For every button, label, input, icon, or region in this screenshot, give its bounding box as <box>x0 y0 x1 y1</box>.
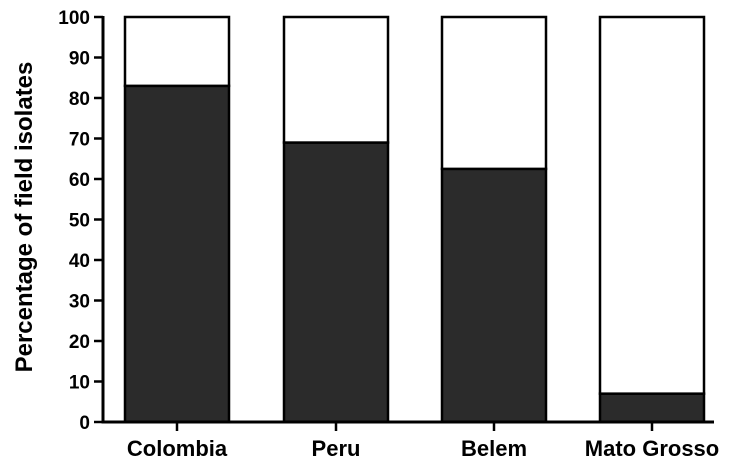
y-tick-label: 100 <box>58 8 90 29</box>
y-tick-label: 60 <box>69 170 90 191</box>
y-tick-label: 50 <box>69 211 90 232</box>
bar-peru-segment-1 <box>282 141 390 424</box>
y-axis-title-group: Percentage of field isolates <box>11 62 38 373</box>
y-tick-label: 0 <box>79 413 90 434</box>
x-tick-label: Peru <box>312 436 361 461</box>
bar-colombia-segment-1 <box>123 84 231 424</box>
bar-mato-grosso-segment-1 <box>598 392 706 424</box>
axes-group: Colombia Peru Belem Mato Grosso 0 10 20 30 40 50 6… <box>58 8 719 461</box>
x-tick-label: Belem <box>461 436 527 461</box>
bars-group <box>123 15 706 424</box>
bar-mato-grosso-segment-2 <box>598 15 706 395</box>
y-axis-title: Percentage of field isolates <box>11 62 38 373</box>
y-tick-label: 80 <box>69 89 90 110</box>
y-tick-label: 70 <box>69 130 90 151</box>
x-tick-label: Mato Grosso <box>585 436 719 461</box>
bar-belem-segment-1 <box>440 167 548 424</box>
bar-colombia-segment-2 <box>123 15 231 88</box>
y-tick-label: 90 <box>69 49 90 70</box>
y-tick-label: 20 <box>69 332 90 353</box>
x-tick-label: Colombia <box>127 436 228 461</box>
y-tick-label: 40 <box>69 251 90 272</box>
bar-peru-segment-2 <box>282 15 390 144</box>
y-tick-label: 30 <box>69 292 90 313</box>
bar-belem-segment-2 <box>440 15 548 171</box>
y-tick-label: 10 <box>69 373 90 394</box>
